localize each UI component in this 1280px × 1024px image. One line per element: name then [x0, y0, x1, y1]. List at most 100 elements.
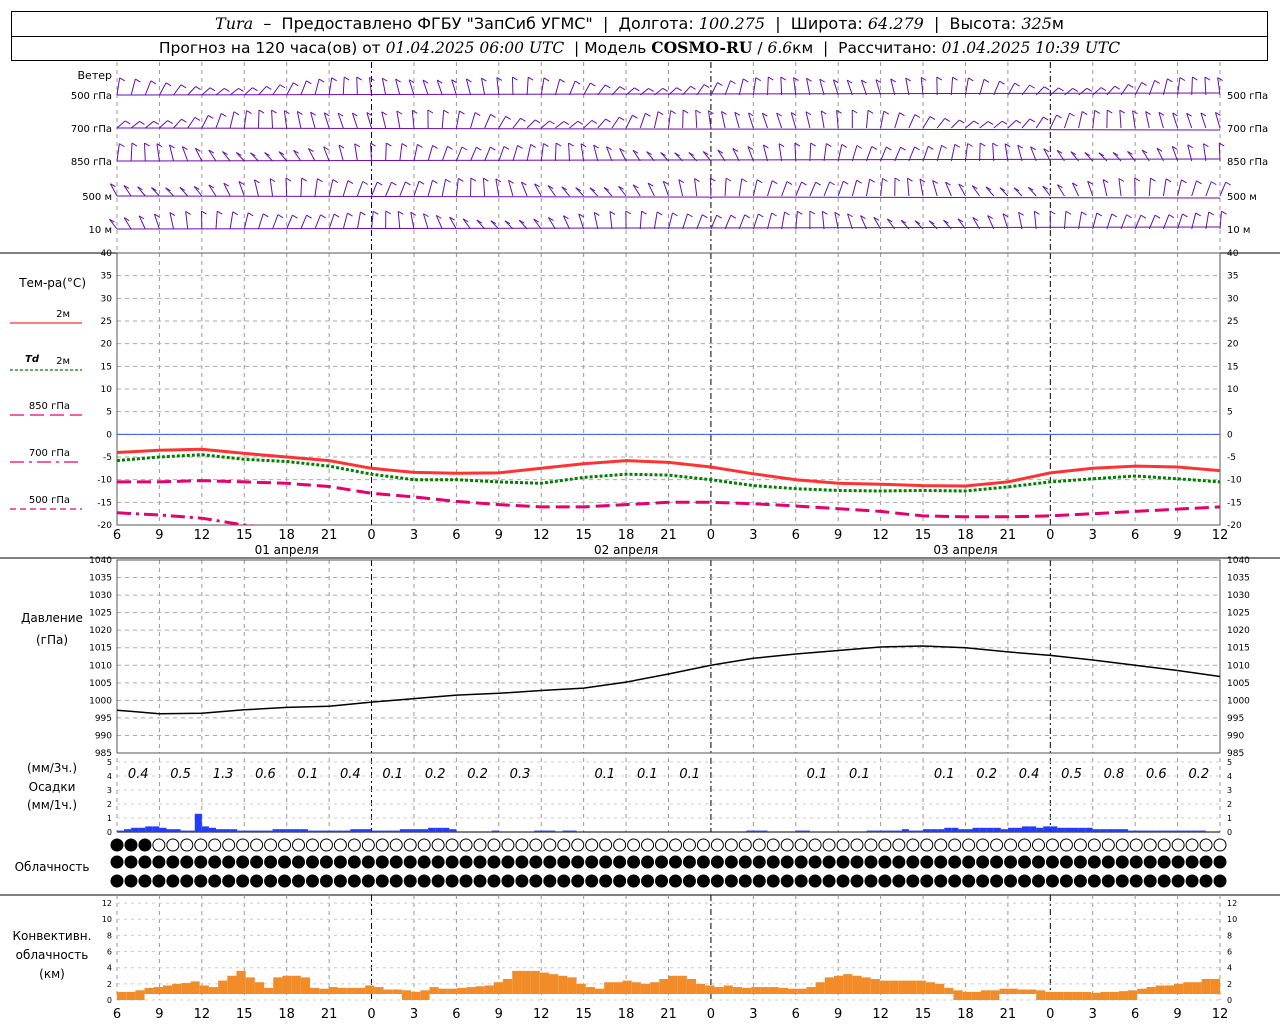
wind-barb-flag: [987, 121, 994, 125]
precip-3h-label: 0.8: [1104, 767, 1125, 782]
cloud-cover-symbol: [557, 874, 571, 888]
cloud-cover-symbol: [138, 838, 152, 852]
cloud-cover-symbol: [864, 855, 878, 869]
wind-barb-flag: [771, 180, 778, 185]
wind-barb: [832, 79, 839, 96]
wind-barb: [936, 145, 943, 162]
cloud-cover-symbol: [641, 838, 655, 852]
pressure-tick-left: 985: [95, 749, 112, 759]
wind-barb-flag: [1154, 214, 1161, 219]
cloud-cover-symbol: [347, 874, 361, 888]
wind-barb-flag: [337, 112, 344, 117]
precip-bar: [421, 829, 429, 832]
precip-bar: [251, 830, 259, 832]
wind-barb-flag: [1043, 116, 1049, 121]
wind-barb: [820, 110, 825, 129]
wind-barb-flag: [1058, 87, 1064, 92]
precip-bar: [1184, 830, 1192, 832]
cloud-cover-symbol: [1185, 874, 1199, 888]
wind-barb: [1187, 144, 1193, 162]
wind-barb-flag: [1072, 182, 1078, 187]
wind-barb: [632, 184, 641, 197]
cloud-cover-symbol: [403, 838, 417, 852]
cloud-cover-symbol: [906, 838, 920, 852]
precip-bar: [548, 830, 556, 832]
cloud-cover-symbol: [585, 874, 599, 888]
wind-barb: [752, 179, 758, 197]
wind-baseline: [116, 158, 1221, 162]
conv-tick-left: 8: [107, 931, 112, 940]
wind-barb: [793, 77, 797, 96]
wind-barb-flag: [320, 214, 326, 219]
cloud-cover-symbol: [948, 855, 962, 869]
cloud-cover-symbol: [710, 855, 724, 869]
cloud-cover-symbol: [347, 855, 361, 869]
precip-bar: [951, 827, 959, 832]
wind-barb-flag: [1056, 149, 1063, 154]
wind-barb-flag: [1141, 149, 1148, 154]
pressure-tick-left: 1030: [89, 591, 112, 601]
cloud-cover-symbol: [403, 855, 417, 869]
wind-barb-flag: [119, 77, 125, 82]
precip-bar: [187, 830, 195, 832]
conv-bar: [668, 975, 678, 994]
precip-title-1: (мм/3ч.): [27, 761, 77, 775]
wind-barb-flag: [741, 178, 748, 183]
cloud-panel: [110, 838, 1227, 888]
wind-barb: [738, 178, 743, 197]
wind-barb-flag: [936, 76, 943, 81]
cloud-cover-symbol: [333, 874, 347, 888]
wind-barb: [308, 148, 316, 162]
cloud-cover-symbol: [1004, 838, 1018, 852]
cloud-title: Облачность: [15, 860, 90, 874]
wind-barb: [223, 183, 231, 197]
cloud-cover-symbol: [585, 838, 599, 852]
cloud-cover-symbol: [361, 874, 375, 888]
wind-barb: [285, 178, 288, 197]
cloud-cover-symbol: [752, 874, 766, 888]
precip-bar: [1000, 829, 1008, 832]
wind-barb: [761, 112, 768, 129]
wind-barb-flag: [822, 210, 828, 215]
wind-barb-flag: [530, 144, 536, 148]
temp-tick-left: 20: [101, 340, 113, 350]
wind-level-right: 850 гПа: [1227, 157, 1268, 168]
cloud-cover-symbol: [1213, 838, 1227, 852]
conv-tick-right: 12: [1227, 899, 1237, 908]
wind-barb: [138, 215, 146, 230]
wind-barb: [593, 212, 599, 230]
x-tick-label-mid: 21: [321, 528, 338, 543]
wind-barb: [979, 79, 985, 96]
wind-level-left: 850 гПа: [71, 157, 112, 168]
conv-bar: [300, 977, 311, 994]
wind-barb-flag: [490, 220, 497, 225]
wind-barb-flag: [138, 215, 145, 220]
cloud-cover-symbol: [250, 874, 264, 888]
wind-barb: [865, 110, 869, 129]
cloud-cover-symbol: [1004, 874, 1018, 888]
wind-barb-flag: [847, 79, 853, 84]
cloud-cover-symbol: [766, 874, 780, 888]
wind-barb-flag: [979, 142, 986, 147]
wind-barb: [646, 151, 655, 162]
cloud-cover-symbol: [361, 855, 375, 869]
day-label: 03 апреля: [933, 543, 997, 557]
wind-barb-flag: [208, 184, 215, 189]
wind-barb-flag: [919, 178, 926, 183]
wind-barb-flag: [694, 178, 700, 182]
model-name: COSMO-RU: [651, 38, 753, 57]
wind-barb-flag: [1128, 84, 1134, 88]
conv-bar: [824, 977, 834, 994]
conv-bar: [365, 985, 375, 994]
precip-bar: [1064, 827, 1072, 832]
wind-barb-flag: [418, 180, 425, 185]
cloud-cover-symbol: [794, 874, 808, 888]
wind-barb: [821, 211, 825, 230]
wind-barb: [890, 78, 896, 96]
wind-barb-flag: [169, 212, 176, 216]
wind-barb-flag: [748, 112, 754, 117]
conv-bar: [622, 980, 632, 994]
wind-barb-flag: [224, 87, 230, 92]
wind-barb: [540, 143, 544, 162]
conv-bar: [1036, 990, 1046, 1000]
